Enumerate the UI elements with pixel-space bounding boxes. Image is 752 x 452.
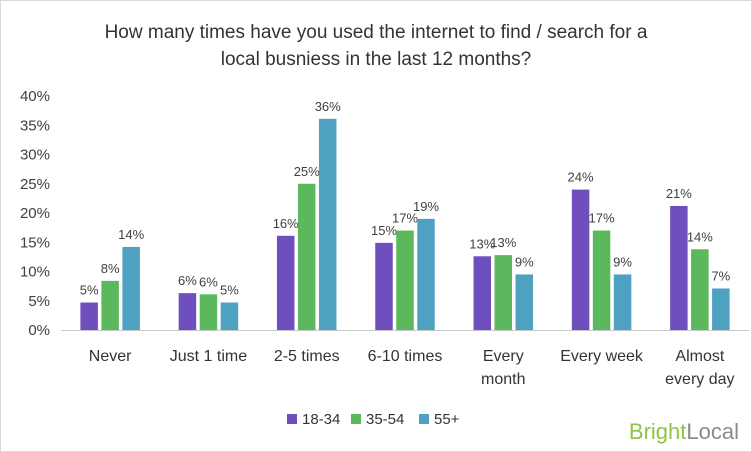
x-tick-label: Every (483, 348, 524, 365)
legend-label: 35-54 (366, 411, 404, 428)
data-label: 14% (118, 227, 144, 242)
bar-55+-5 (613, 274, 632, 330)
bar-55+-0 (122, 246, 140, 330)
bar-18-34-5 (571, 189, 590, 330)
bar-18-34-0 (80, 302, 98, 330)
data-label: 14% (687, 229, 713, 244)
data-label: 19% (413, 199, 439, 214)
bar-35-54-3 (396, 230, 414, 330)
legend-swatch-35-54 (351, 414, 361, 424)
x-tick-label: 6-10 times (368, 348, 443, 365)
data-label: 24% (568, 170, 594, 185)
data-label: 17% (589, 211, 615, 226)
x-tick-label: month (481, 371, 525, 388)
y-tick-label: 0% (28, 322, 50, 339)
data-label: 21% (666, 186, 692, 201)
bar-18-34-4 (473, 256, 492, 330)
y-tick-label: 25% (20, 176, 50, 193)
data-label: 25% (294, 164, 320, 179)
data-label: 9% (515, 254, 534, 269)
bar-18-34-3 (375, 242, 393, 330)
brand-logo-bright: Bright (629, 419, 686, 444)
data-label: 9% (613, 254, 632, 269)
bar-35-54-1 (199, 294, 218, 330)
brand-logo: BrightLocal (629, 419, 739, 444)
data-label: 6% (199, 274, 218, 289)
bar-55+-2 (318, 118, 337, 330)
brand-logo-local: Local (686, 419, 739, 444)
data-label: 13% (490, 235, 516, 250)
x-axis: Never Just 1 time 2-5 times 6-10 times Every… (61, 330, 749, 388)
chart-title: How many times have you used the interne… (105, 22, 648, 70)
bar-18-34-1 (178, 293, 197, 330)
data-label: 36% (315, 99, 341, 114)
bar-55+-4 (515, 274, 534, 330)
bar-35-54-4 (494, 255, 513, 330)
bar-35-54-6 (691, 249, 709, 330)
data-label: 6% (178, 273, 197, 288)
data-label: 16% (273, 216, 299, 231)
data-label: 15% (371, 223, 397, 238)
legend-swatch-18-34 (287, 414, 297, 424)
data-label: 7% (711, 268, 730, 283)
y-tick-label: 40% (20, 88, 50, 105)
bar-18-34-6 (670, 205, 688, 330)
x-tick-label: Every week (560, 348, 644, 365)
bar-18-34-2 (276, 235, 295, 330)
bar-35-54-2 (297, 183, 316, 330)
data-label: 5% (80, 283, 99, 298)
x-tick-label: Never (89, 348, 132, 365)
data-label: 17% (392, 211, 418, 226)
y-tick-label: 35% (20, 117, 50, 134)
legend-label: 55+ (434, 411, 460, 428)
legend-label: 18-34 (302, 411, 340, 428)
chart-title-line-2: local busniess in the last 12 months? (221, 49, 532, 70)
chart-title-line-1: How many times have you used the interne… (105, 22, 648, 43)
data-label: 5% (220, 283, 239, 298)
bar-35-54-5 (592, 230, 611, 330)
bar-35-54-0 (101, 280, 119, 330)
legend: 18-34 35-54 55+ (287, 411, 460, 428)
data-label: 8% (101, 261, 120, 276)
bar-55+-3 (417, 218, 435, 330)
data-label: 13% (469, 236, 495, 251)
bar-55+-1 (220, 302, 239, 330)
x-tick-label: Just 1 time (170, 348, 247, 365)
legend-swatch-55+ (419, 414, 429, 424)
bars-group: 5%6%16% 15%13%24%21%8%6%25%17%13%17%14%14… (80, 99, 731, 330)
y-tick-label: 15% (20, 234, 50, 251)
x-tick-label: every day (665, 371, 734, 388)
bar-55+-6 (712, 288, 730, 330)
x-tick-label: Almost (675, 348, 724, 365)
y-tick-label: 20% (20, 205, 50, 222)
x-tick-label: 2-5 times (274, 348, 340, 365)
y-tick-label: 10% (20, 264, 50, 281)
y-tick-label: 30% (20, 147, 50, 164)
svg-text:BrightLocal: BrightLocal (629, 419, 739, 444)
y-tick-label: 5% (28, 293, 50, 310)
y-axis: 0% 5% 10% 15% 20% 25% 30% 35% 40% (20, 88, 50, 339)
